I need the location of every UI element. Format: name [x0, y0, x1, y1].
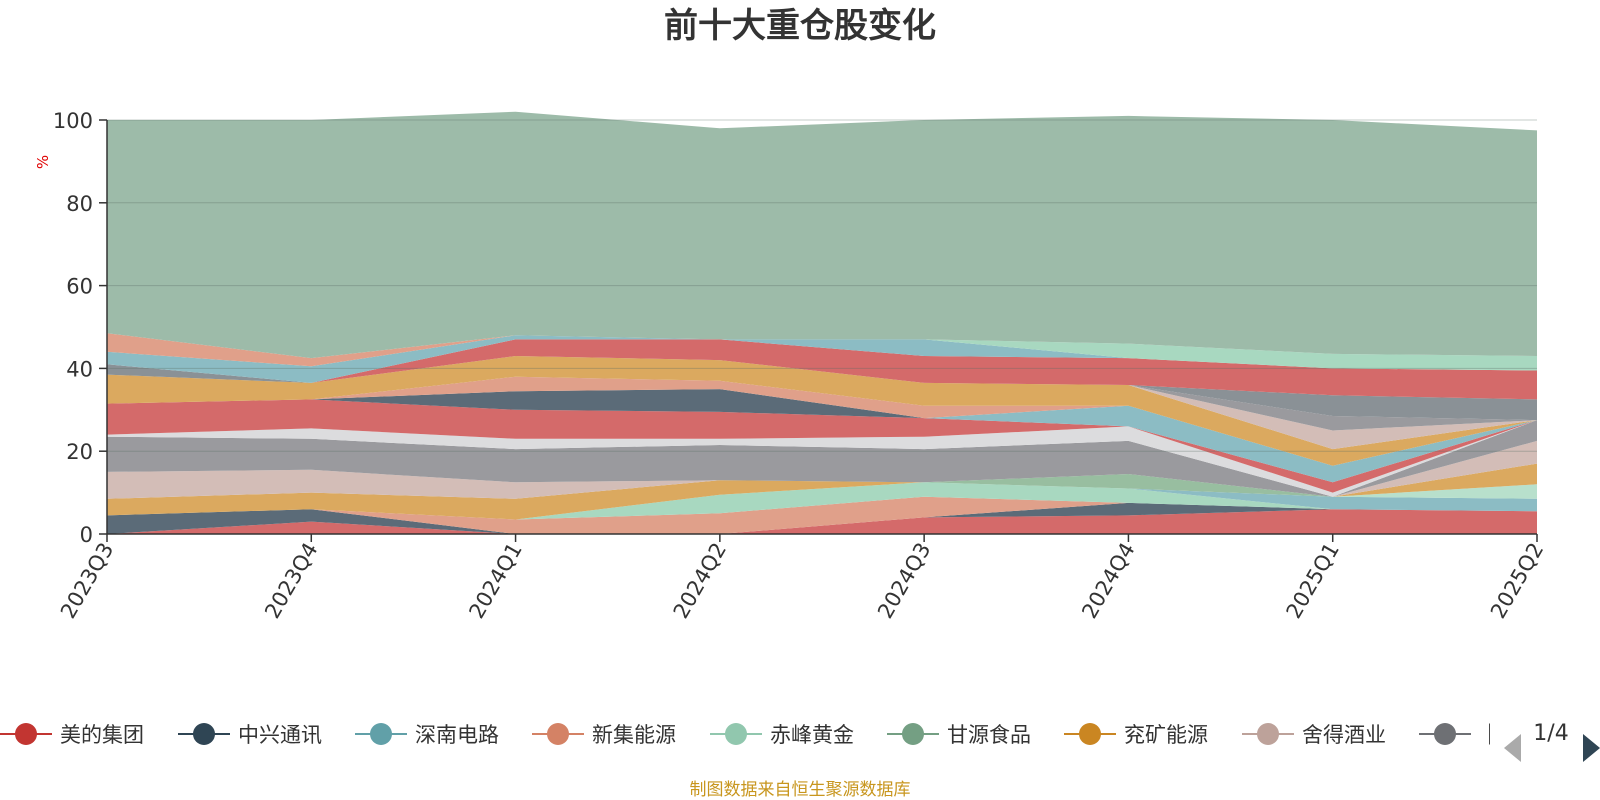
area-series-3 — [107, 496, 1537, 534]
x-tick-label: 2025Q2 — [1486, 539, 1548, 623]
data-source-note: 制图数据来自恒生聚源数据库 — [690, 780, 911, 800]
legend-item[interactable]: 兖矿能源 — [1064, 723, 1208, 747]
x-tick-label: 2024Q3 — [873, 539, 935, 623]
legend-item[interactable]: 深南电路 — [355, 723, 499, 747]
legend-item[interactable]: 赤峰黄金 — [710, 723, 854, 747]
legend-item[interactable]: 中兴通讯 — [178, 723, 322, 747]
legend-marker — [193, 723, 215, 745]
legend-label: 新集能源 — [592, 723, 676, 747]
area-series-7 — [107, 474, 1537, 520]
area-series-15 — [107, 399, 1537, 493]
legend-marker — [1434, 723, 1456, 745]
area-series-26 — [107, 333, 1537, 371]
area-series-1 — [107, 509, 1537, 534]
area-series-19 — [107, 356, 1537, 466]
y-unit-label: % — [34, 155, 52, 169]
legend-marker — [15, 723, 37, 745]
legend-label: 兖矿能源 — [1124, 723, 1208, 747]
area-series-25 — [107, 333, 1537, 371]
chart-title: 前十大重仓股变化 — [664, 6, 936, 46]
legend-marker — [1257, 723, 1279, 745]
legend-label: 美的集团 — [60, 723, 144, 747]
area-series-6 — [107, 474, 1537, 520]
y-tick-label: 0 — [80, 523, 93, 547]
area-series-22 — [107, 356, 1537, 421]
legend: 美的集团 中兴通讯 深南电路 新集能源 赤峰黄金 甘源食品 兖矿能源 舍得酒业 ｜ — [0, 723, 1500, 747]
legend-label: ｜ — [1479, 723, 1500, 747]
legend-label: 甘源食品 — [947, 723, 1031, 747]
x-tick-label: 2024Q1 — [464, 539, 526, 623]
area-series-5 — [107, 482, 1537, 520]
area-series-4 — [107, 482, 1537, 520]
area-series-18 — [107, 376, 1537, 466]
area-series-8 — [107, 469, 1537, 499]
area-series-27 — [107, 111, 1537, 359]
legend-prev-arrow-icon[interactable] — [1504, 734, 1521, 762]
area-series-group — [107, 111, 1537, 534]
legend-next-arrow-icon[interactable] — [1583, 734, 1600, 762]
x-tick-label: 2024Q2 — [669, 539, 731, 623]
area-series-14 — [107, 420, 1537, 497]
area-series-20 — [107, 356, 1537, 450]
area-series-2 — [107, 502, 1537, 534]
legend-marker — [370, 723, 392, 745]
legend-item[interactable]: 新集能源 — [532, 723, 676, 747]
y-tick-label: 20 — [66, 440, 93, 464]
legend-label: 舍得酒业 — [1302, 723, 1386, 747]
y-tick-label: 40 — [66, 357, 93, 381]
y-tick-label: 100 — [53, 109, 93, 133]
legend-label: 深南电路 — [415, 723, 499, 747]
x-tick-label: 2023Q3 — [56, 539, 118, 623]
area-series-24 — [107, 335, 1537, 383]
legend-item[interactable]: 舍得酒业 — [1242, 723, 1386, 747]
x-tick-label: 2024Q4 — [1077, 539, 1139, 623]
legend-marker — [1079, 723, 1101, 745]
x-tick-label: 2023Q4 — [260, 539, 322, 623]
area-series-21 — [107, 356, 1537, 431]
legend-label: 中兴通讯 — [238, 723, 322, 747]
legend-item[interactable]: 美的集团 — [0, 723, 144, 747]
legend-page-indicator: 1/4 — [1533, 721, 1568, 746]
gridlines — [107, 119, 1537, 452]
legend-marker — [725, 723, 747, 745]
legend-item[interactable]: ｜ — [1419, 723, 1500, 747]
area-series-13 — [107, 420, 1537, 497]
area-series-23 — [107, 339, 1537, 400]
y-tick-label: 80 — [66, 192, 93, 216]
y-tick-label: 60 — [66, 275, 93, 299]
legend-item[interactable]: 甘源食品 — [887, 723, 1031, 747]
area-series-17 — [107, 389, 1537, 466]
legend-pager: 1/4 — [1504, 721, 1600, 762]
legend-marker — [902, 723, 924, 745]
area-series-9 — [107, 469, 1537, 499]
x-tick-label: 2025Q1 — [1282, 539, 1344, 623]
legend-marker — [547, 723, 569, 745]
legend-label: 赤峰黄金 — [770, 723, 854, 747]
